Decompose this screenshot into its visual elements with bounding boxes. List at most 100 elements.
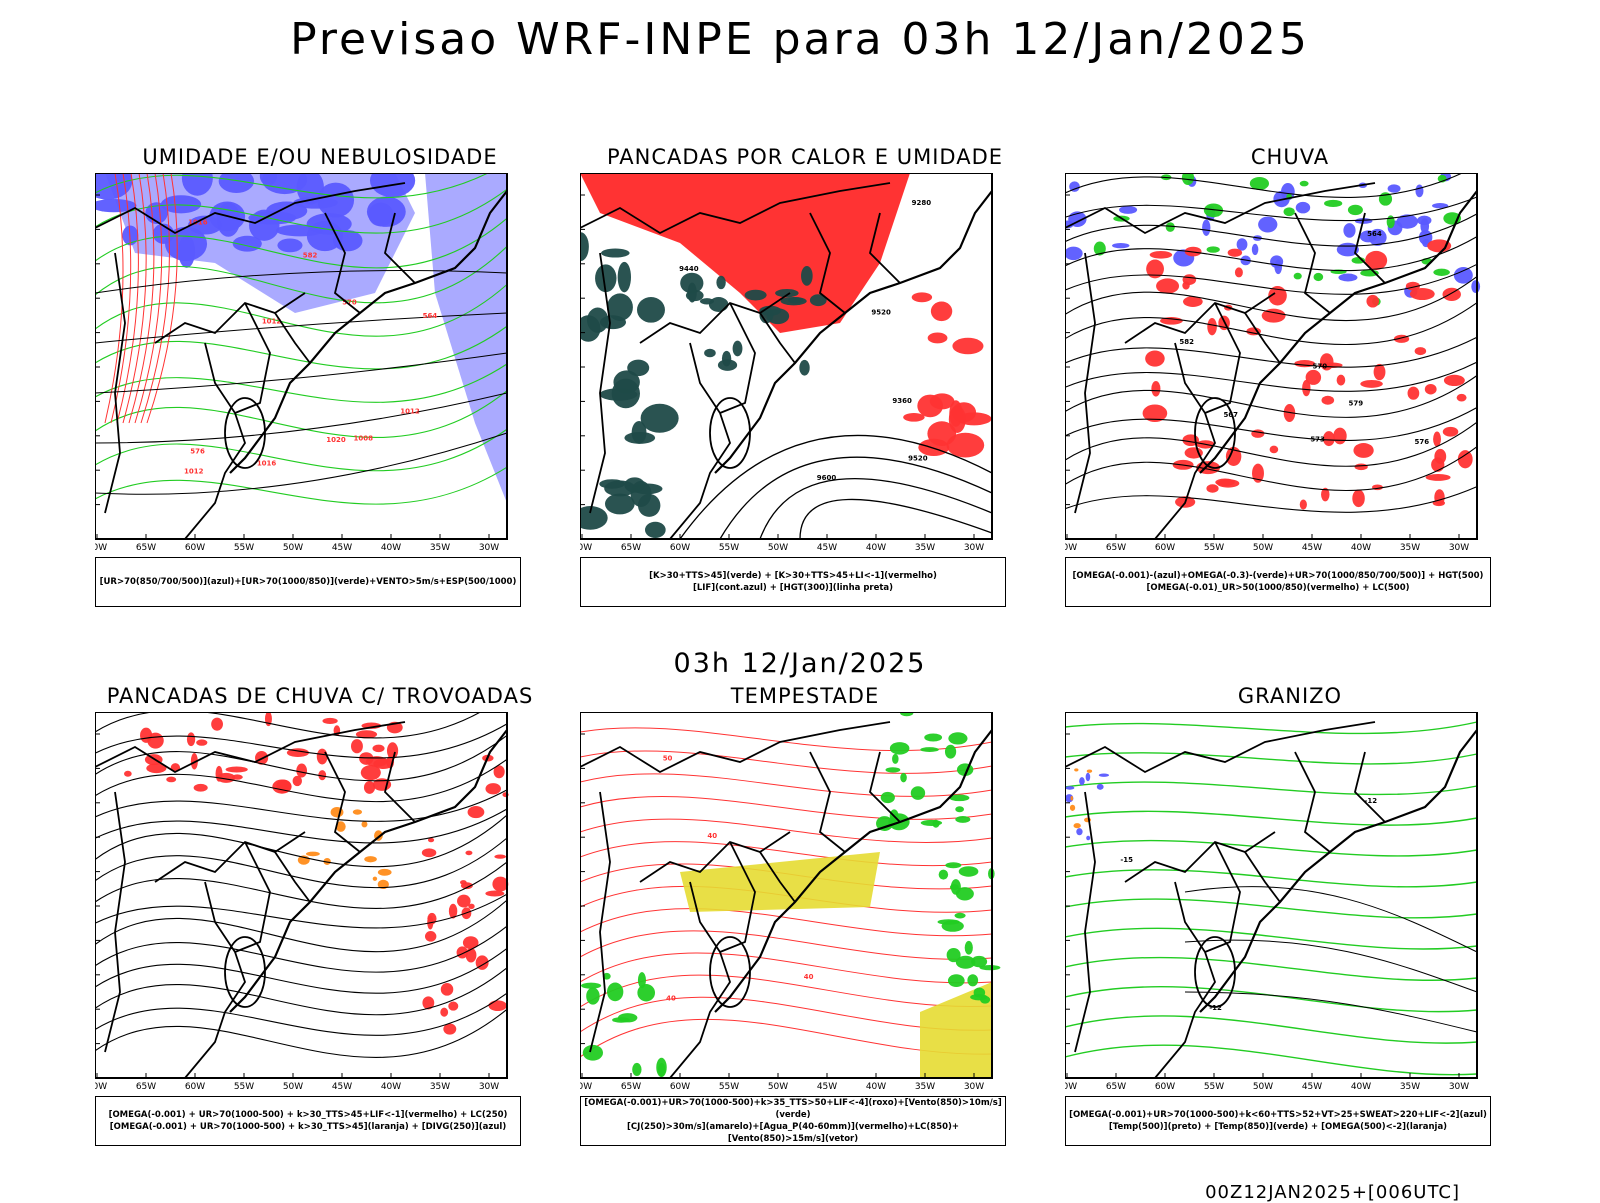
omega-blue (1251, 243, 1259, 256)
contour-label: 573 (1310, 435, 1325, 443)
country-border (639, 831, 791, 883)
lon-label: 55W (719, 543, 739, 553)
thunder-red (124, 770, 132, 777)
hgt500-contour (1065, 421, 1478, 467)
lon-label: 30W (1449, 1082, 1469, 1092)
country-border (580, 721, 891, 774)
pw-contour (580, 750, 993, 774)
legend-line: [LIF](cont.azul) + [HGT(300)](linha pret… (692, 583, 894, 593)
lon-label: 35W (430, 543, 450, 553)
lon-label: 50W (768, 543, 788, 553)
coastline (714, 729, 993, 1013)
omega-blue (1415, 184, 1424, 198)
rain-red (1434, 489, 1445, 506)
country-border (809, 212, 846, 314)
contour-label: 40 (666, 994, 676, 1002)
country-border (184, 881, 246, 1079)
pw-contour (580, 974, 993, 1008)
country-border (104, 252, 126, 514)
rain-red (1456, 393, 1467, 402)
wind-green (924, 733, 943, 742)
instability-green (595, 264, 617, 293)
legend-box: [K>30+TTS>45](verde) + [K>30+TTS>45+LI<-… (580, 557, 1006, 607)
rain-red (1146, 259, 1164, 279)
lon-label: 55W (234, 543, 254, 553)
hgt500-contour (1065, 375, 1478, 418)
omega-blue (1119, 205, 1138, 214)
map-border (95, 173, 508, 540)
thunder-red (186, 732, 196, 747)
country-border (1065, 182, 1376, 235)
omega-orange (1069, 804, 1076, 811)
rain-red (1269, 445, 1279, 454)
wind-green (937, 919, 960, 925)
thunder-red (363, 780, 376, 794)
thunder-red (147, 732, 164, 749)
thunder-red (422, 996, 435, 1010)
instability-green (604, 493, 635, 515)
contour-label: 1016 (257, 459, 277, 467)
omega-blue (1295, 201, 1311, 214)
lon-label: 65W (136, 1082, 156, 1092)
thunder-orange (305, 851, 320, 857)
omega-blue (1258, 216, 1278, 233)
omega-blue (1338, 273, 1358, 282)
legend-line: [K>30+TTS>45](verde) + [K>30+TTS>45+LI<-… (649, 571, 937, 581)
lc250-streamline (95, 808, 508, 844)
lon-label: 35W (1400, 1082, 1420, 1092)
borders-layer (95, 182, 508, 540)
contour-label: -12 (1364, 797, 1377, 805)
thunder-red (465, 850, 473, 856)
hail-blue (1098, 773, 1110, 777)
omega-green (1283, 207, 1295, 217)
thunder-red (440, 983, 454, 996)
contour-label: 1012 (400, 408, 420, 416)
thunder-red (359, 752, 374, 765)
country-border (1154, 881, 1216, 1079)
country-border (669, 342, 731, 540)
rain-red (1409, 288, 1435, 301)
instability-green (600, 248, 630, 258)
country-border (154, 831, 306, 883)
contour-label: 582 (1179, 338, 1194, 346)
contour-label: 9360 (892, 397, 912, 405)
country-border (1065, 721, 1376, 774)
thunder-red (225, 766, 248, 773)
instability-green (606, 293, 633, 321)
omega-blue (1453, 266, 1473, 284)
wind-green (944, 744, 957, 759)
wind-green (955, 806, 964, 813)
country-border (324, 751, 361, 853)
pw-contour (580, 773, 993, 797)
wind-green (637, 984, 656, 1002)
thunder-red (386, 742, 399, 760)
humidity-core (218, 173, 255, 193)
thunder-red (350, 739, 363, 754)
panel-umidade: UMIDADE E/OU NEBULOSIDADE 1012 1016 1020 10… (95, 145, 545, 615)
country-border (234, 841, 271, 953)
panel-title: UMIDADE E/OU NEBULOSIDADE (142, 145, 498, 169)
pw-contour (580, 796, 993, 820)
lon-label: 35W (1400, 543, 1420, 553)
wind-green (586, 987, 600, 1005)
legend-box: [OMEGA(-0.001)+UR>70(1000-500)+k<60+TTS>… (1065, 1096, 1491, 1146)
rain-red (1353, 443, 1374, 458)
wind-streamline (95, 466, 508, 505)
wind-green (938, 869, 949, 880)
rain-red (1251, 429, 1265, 438)
hgt500-contour (1065, 213, 1478, 247)
temp850-contour (1065, 752, 1478, 765)
lon-label: 60W (185, 1082, 205, 1092)
instability-green (580, 506, 608, 530)
instability-green (721, 350, 732, 367)
hail-blue (1076, 828, 1083, 836)
thunder-red (316, 748, 328, 765)
thunder-red (427, 837, 435, 843)
contour-label: 40 (707, 832, 717, 840)
contour-label: 570 (342, 298, 357, 306)
panel-title: GRANIZO (1237, 684, 1343, 708)
lon-label: 60W (185, 543, 205, 553)
lon-label: 40W (1351, 543, 1371, 553)
thunder-red (494, 854, 507, 859)
instability-red (917, 394, 944, 418)
